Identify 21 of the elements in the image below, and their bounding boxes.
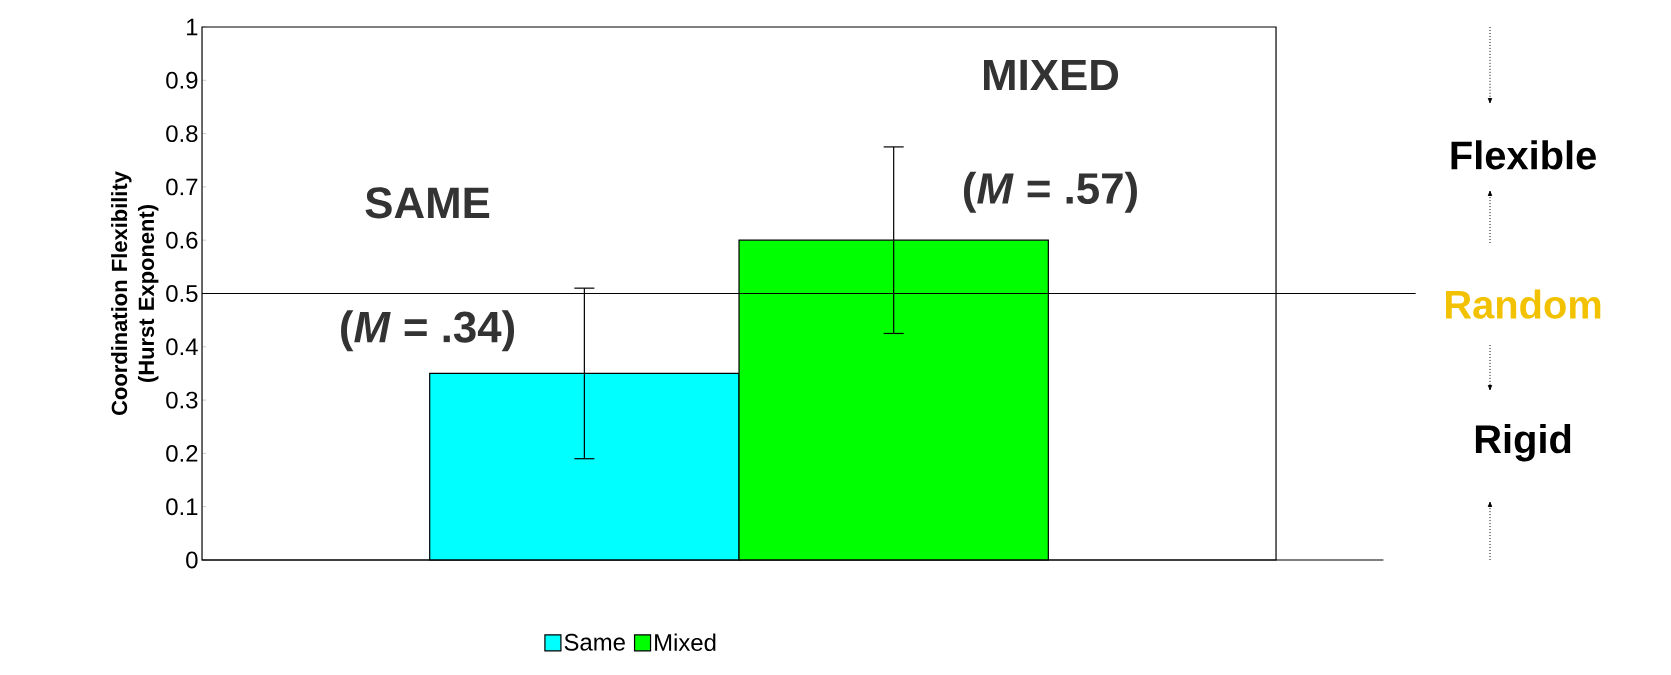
legend-label: Same: [564, 633, 625, 651]
y-tick-label: 0.1: [166, 498, 198, 516]
annotation: MIXED: [984, 59, 1119, 91]
y-tick-label: 0.5: [166, 285, 198, 302]
y-tick-label: 0: [186, 551, 198, 569]
y-axis-title: Coordination Flexibility (Hurst Exponent): [111, 171, 159, 415]
annotation: SAME: [365, 187, 490, 219]
y-tick-label: 0.8: [166, 125, 198, 143]
y-tick-label: 0.9: [166, 71, 198, 89]
text: Flexible: [1451, 140, 1596, 170]
y-tick-label: 0.2: [166, 444, 198, 462]
y-tick-label: 1: [187, 18, 198, 36]
legend-label: Mixed: [655, 633, 716, 652]
annotation: (M = .57): [963, 171, 1137, 213]
annotation: (M = .34): [341, 310, 515, 352]
text: Rigid: [1475, 424, 1571, 462]
ref-line-label: Random: [1446, 289, 1601, 319]
y-tick-label: 0.3: [166, 391, 198, 409]
y-tick-label: 0.6: [166, 231, 198, 249]
y-tick-label: 0.4: [166, 338, 198, 356]
y-tick-label: 0.7: [166, 178, 198, 196]
